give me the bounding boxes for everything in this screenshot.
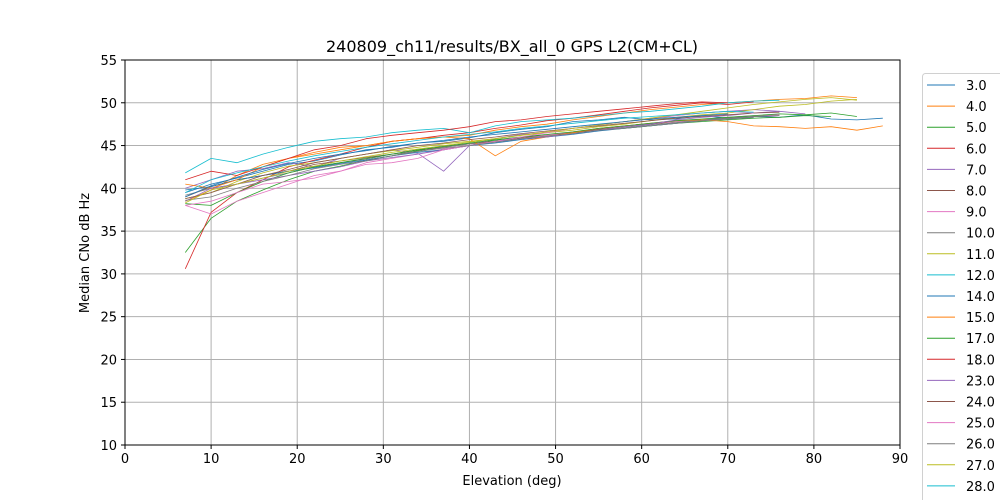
grid [124,59,901,446]
x-tick-label: 0 [121,452,129,467]
axis-ticks: 0 10 20 30 40 50 60 70 80 90 10 15 20 25 30 35 40 45 50 55 [100,54,908,467]
y-tick-label: 55 [100,54,117,69]
x-tick-label: 50 [547,452,564,467]
legend-label: 18.0 [966,353,995,368]
legend-label: 27.0 [966,459,995,474]
y-axis-label: Median CNo dB Hz [78,193,93,313]
y-tick-label: 10 [100,439,117,454]
legend-label: 15.0 [966,311,995,326]
chart-title: 240809_ch11/results/BX_all_0 GPS L2(CM+C… [326,37,698,57]
y-tick-label: 25 [100,311,117,326]
series-line-3.0 [185,114,883,193]
series-line-11.0 [185,99,857,199]
series-line-5.0 [184,115,832,253]
legend-label: 14.0 [966,290,995,305]
series-line-27.0 [185,97,857,204]
x-tick-label: 30 [375,452,392,467]
y-tick-label: 30 [100,268,117,283]
x-tick-label: 80 [806,452,823,467]
plot-frame [124,59,901,446]
series-line-4.0 [185,95,857,202]
series-line-8.0 [185,115,780,198]
series-line-10.0 [185,115,780,196]
y-tick-label: 20 [100,353,117,368]
legend-label: 23.0 [966,374,995,389]
legend-label: 12.0 [966,269,995,284]
legend-label: 8.0 [966,185,987,200]
x-tick-label: 10 [203,452,220,467]
series-line-12.0 [185,99,780,174]
x-tick-label: 70 [720,452,737,467]
series-lines [184,95,883,269]
y-tick-label: 35 [100,225,117,240]
series-line-28.0 [185,110,754,193]
legend-label: 17.0 [966,332,995,347]
series-line-30.0 [185,113,728,198]
legend-label: 24.0 [966,396,995,411]
legend-box [922,73,1000,500]
legend-label: 25.0 [966,417,995,432]
legend-label: 7.0 [966,163,987,178]
legend-label: 9.0 [966,206,987,221]
y-tick-label: 50 [100,97,117,112]
legend: 3.0 4.0 5.0 6.0 7.0 8.0 9.0 10.0 11.0 12.0 14.0 15.… [922,73,1000,500]
x-axis-label: Elevation (deg) [462,474,561,489]
legend-label: 28.0 [966,480,995,495]
legend-label: 10.0 [966,227,995,242]
x-tick-label: 60 [633,452,650,467]
series-line-15.0 [185,119,883,189]
legend-label: 11.0 [966,248,995,263]
y-tick-label: 15 [100,396,117,411]
x-tick-label: 20 [289,452,306,467]
x-tick-label: 40 [461,452,478,467]
legend-label: 4.0 [966,100,987,115]
legend-label: 26.0 [966,438,995,453]
series-line-18.0 [185,101,728,181]
legend-label: 6.0 [966,142,987,157]
y-tick-label: 40 [100,182,117,197]
x-tick-label: 90 [892,452,909,467]
legend-label: 5.0 [966,121,987,136]
series-line-24.0 [185,111,780,199]
series-line-26.0 [185,116,754,201]
y-tick-label: 45 [100,140,117,155]
legend-label: 3.0 [966,79,987,94]
